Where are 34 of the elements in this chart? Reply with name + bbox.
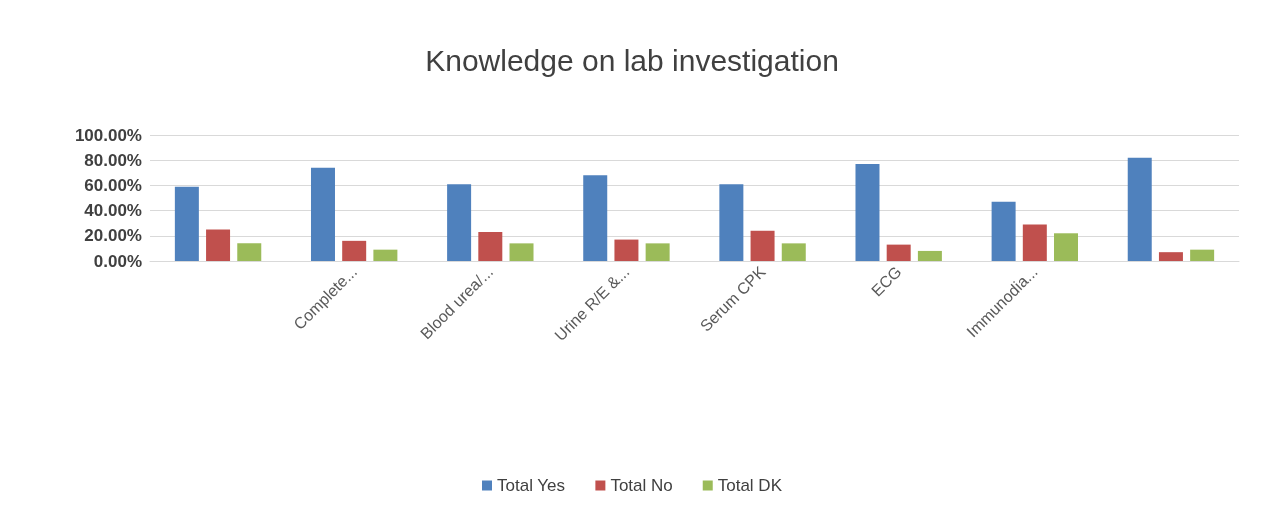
chart-title: Knowledge on lab investigation (425, 43, 839, 77)
bar (1127, 157, 1152, 261)
legend-label: Total DK (717, 476, 783, 495)
y-tick-label: 60.00% (84, 175, 142, 195)
y-tick-label: 40.00% (84, 201, 142, 221)
y-tick-label: 0.00% (93, 251, 142, 271)
bar (1022, 224, 1047, 261)
bar (991, 201, 1016, 261)
bar (781, 243, 806, 261)
bar (1190, 249, 1215, 261)
bar (447, 184, 472, 261)
y-tick-label: 100.00% (74, 125, 142, 145)
bar (478, 232, 503, 261)
y-tick-label: 80.00% (84, 150, 142, 170)
bar (1054, 233, 1079, 261)
bar (645, 243, 670, 261)
legend-label: Total Yes (497, 476, 566, 495)
bar (583, 175, 608, 261)
bar (342, 240, 367, 261)
y-tick-label: 20.00% (84, 226, 142, 246)
legend-label: Total No (610, 476, 673, 495)
bar (917, 250, 942, 261)
bar (373, 249, 398, 261)
bar (509, 243, 534, 261)
bar (237, 243, 262, 261)
bar (750, 230, 775, 261)
bar (614, 239, 639, 261)
bar (1158, 252, 1183, 261)
bar (206, 229, 231, 261)
bar (886, 244, 911, 261)
bar (174, 186, 199, 261)
bar (855, 163, 880, 261)
bar (719, 184, 744, 261)
bar (310, 167, 335, 261)
